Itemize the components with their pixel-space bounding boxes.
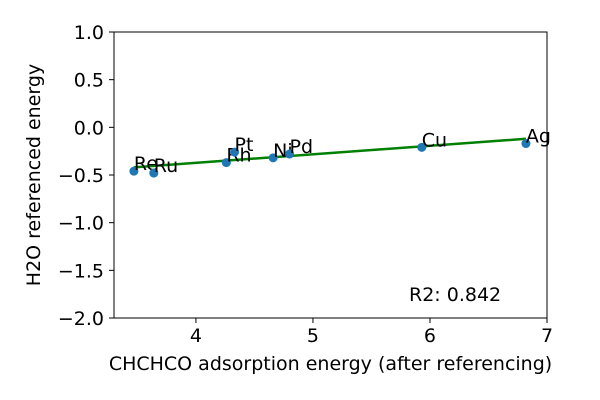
x-tick-label: 7 xyxy=(541,325,553,347)
y-axis-ticks: 1.0 0.5 0.0 −0.5 −1.0 −1.5 −2.0 xyxy=(58,22,114,330)
data-point-ru xyxy=(149,168,159,178)
point-label-ru: Ru xyxy=(154,155,178,177)
y-tick-label: 0.5 xyxy=(74,70,104,92)
data-point-pt xyxy=(230,147,240,157)
y-tick-label: 0.0 xyxy=(74,117,104,139)
y-tick-label: −1.5 xyxy=(58,260,104,282)
fit-line xyxy=(133,137,527,169)
data-point-rh xyxy=(221,158,231,168)
y-tick-label: −2.0 xyxy=(58,308,104,330)
x-tick-label: 6 xyxy=(424,325,436,347)
data-point-re xyxy=(129,166,139,176)
point-label-pd: Pd xyxy=(290,136,314,158)
data-point-cu xyxy=(417,142,427,152)
plot-area-frame xyxy=(113,31,548,319)
point-label-pt: Pt xyxy=(235,134,254,156)
data-point-ni xyxy=(268,153,278,163)
x-tick-label: 5 xyxy=(307,325,319,347)
data-point-ag xyxy=(521,139,531,149)
y-tick-label: 1.0 xyxy=(74,22,104,44)
x-axis-ticks: 4 5 6 7 xyxy=(190,318,553,347)
data-point-pd xyxy=(285,149,295,159)
point-label-cu: Cu xyxy=(422,129,447,151)
r2-annotation: R2: 0.842 xyxy=(409,284,501,306)
x-axis-label: CHCHCO adsorption energy (after referenc… xyxy=(109,353,552,375)
y-tick-label: −1.0 xyxy=(58,213,104,235)
y-tick-label: −0.5 xyxy=(58,165,104,187)
x-tick-label: 4 xyxy=(190,325,202,347)
y-axis-label: H2O referenced energy xyxy=(23,64,45,286)
point-label-ag: Ag xyxy=(526,126,551,148)
